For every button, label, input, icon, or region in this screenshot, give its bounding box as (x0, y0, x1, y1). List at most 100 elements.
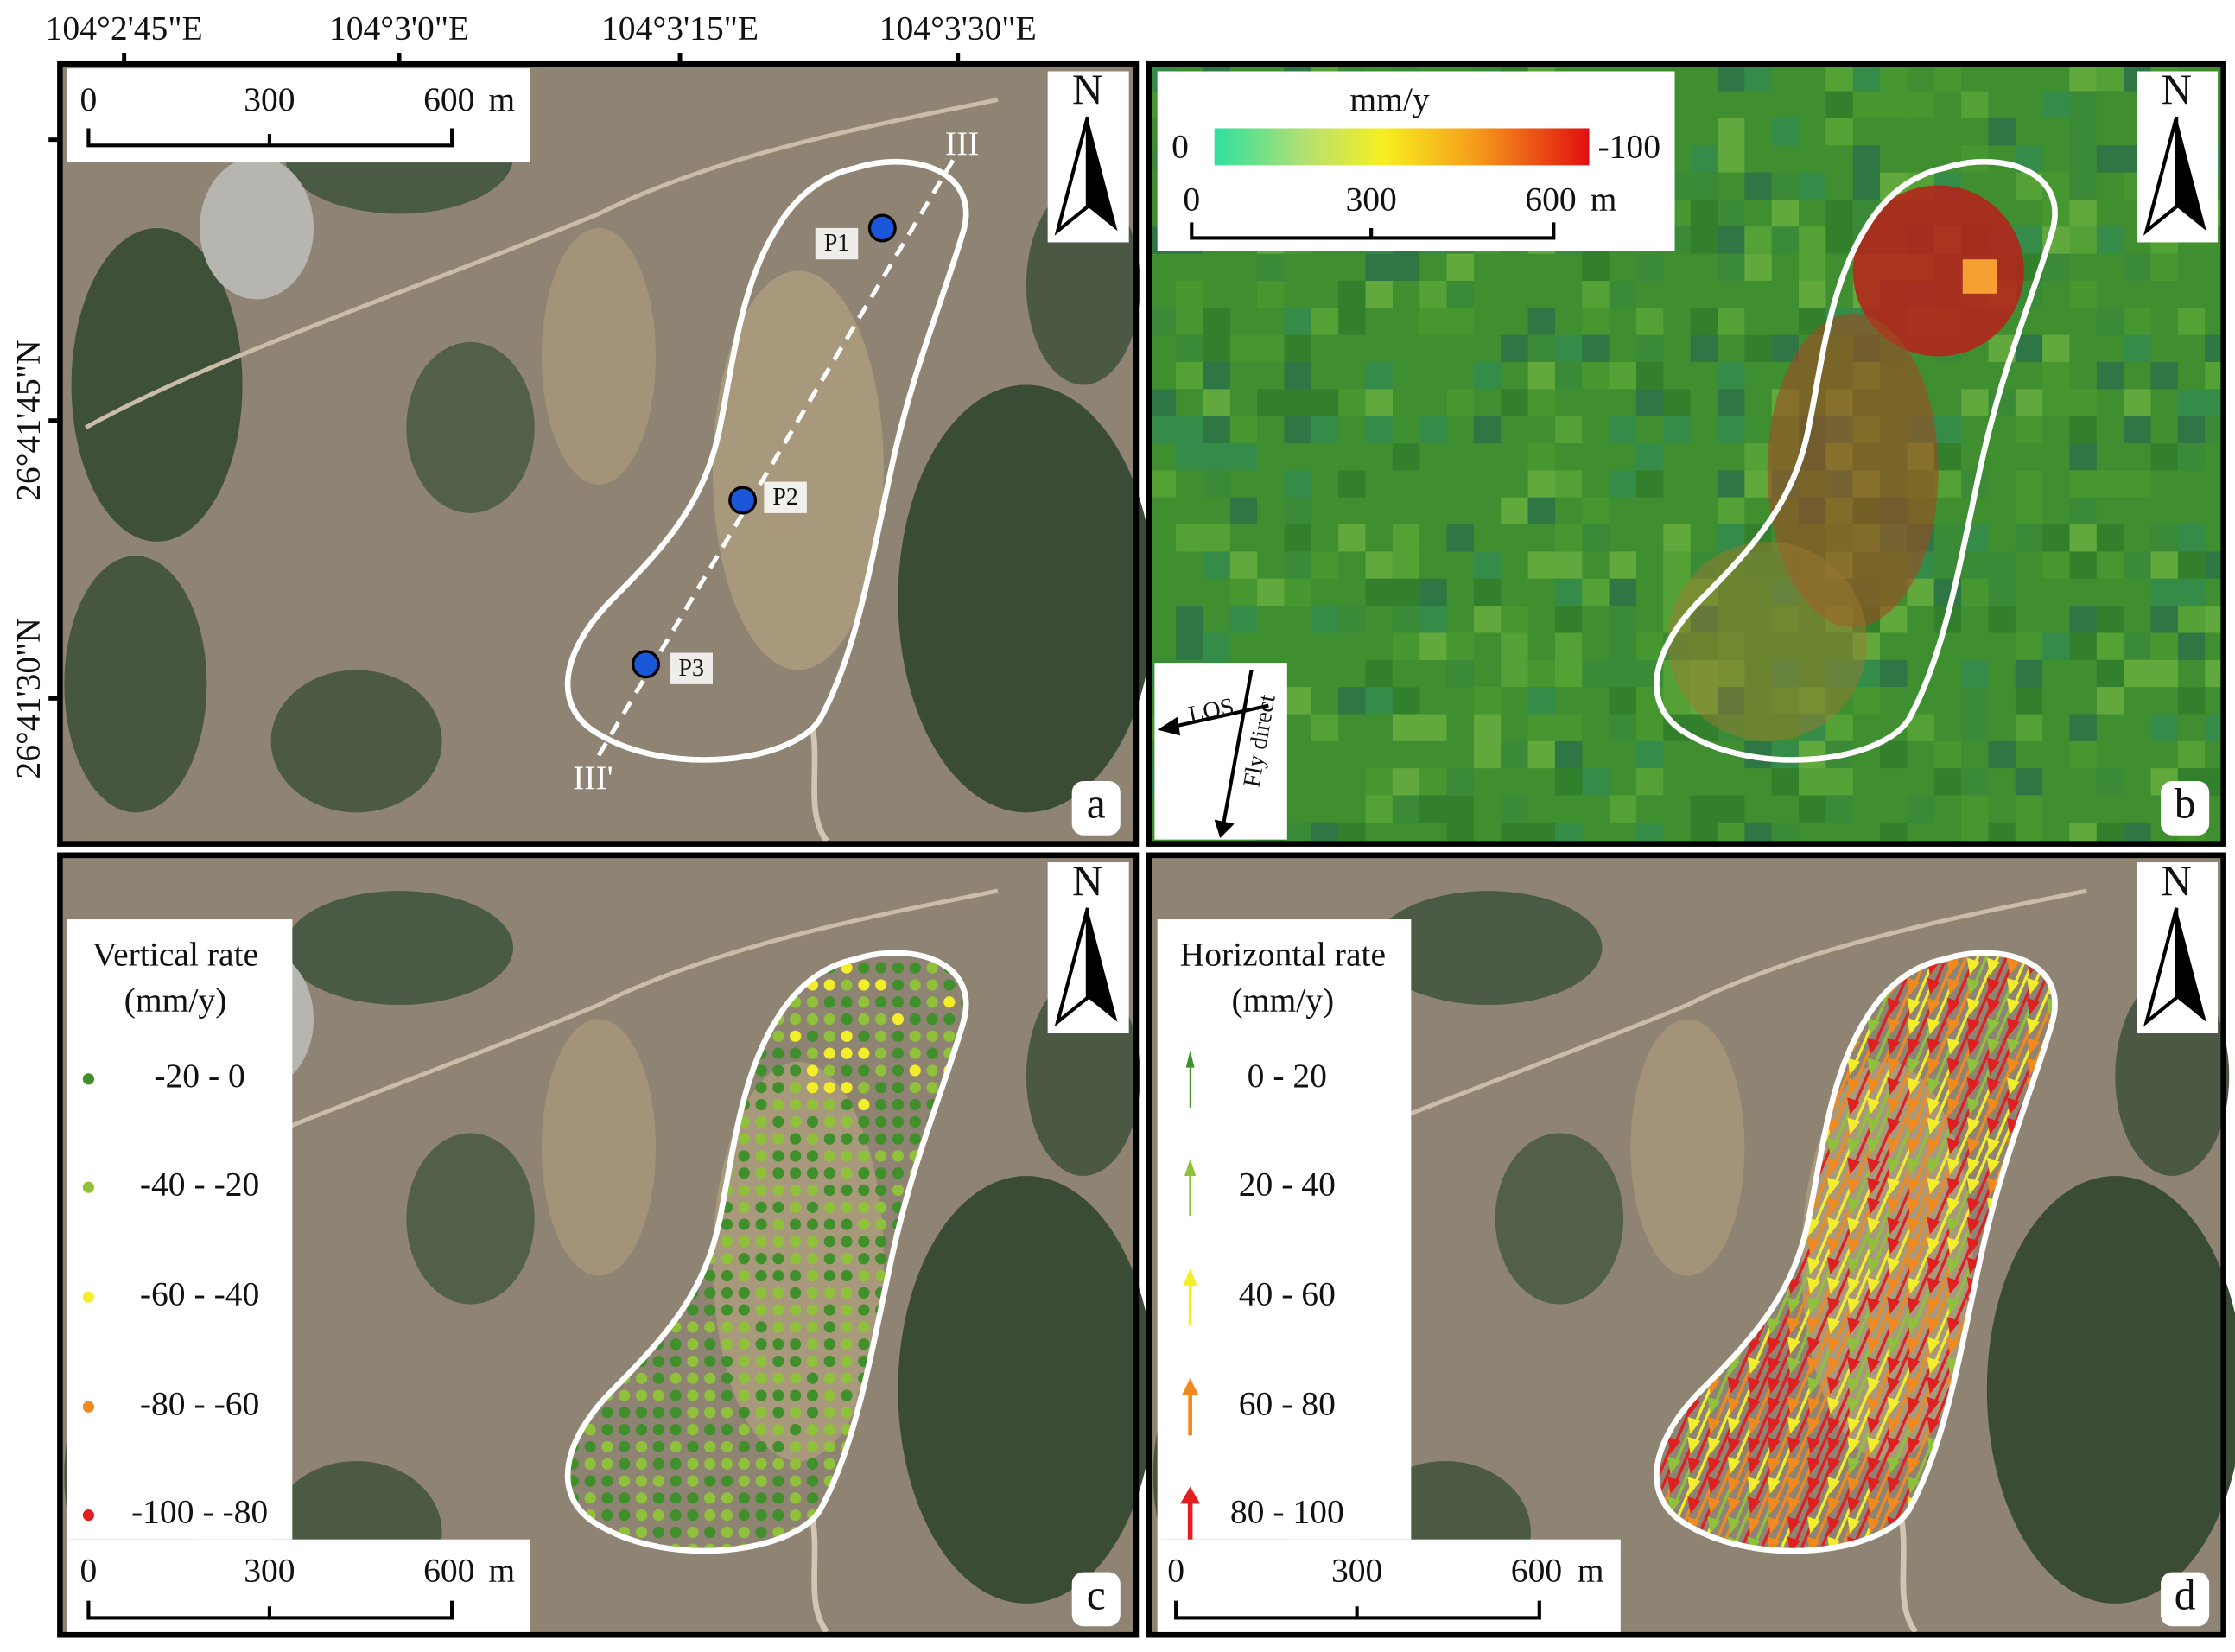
rate-arrow-head (1767, 1496, 1781, 1514)
texture-pixel (1284, 389, 1311, 416)
rate-dot (926, 1047, 938, 1059)
rate-arrow-head (1727, 1436, 1741, 1454)
rate-dot (772, 1458, 784, 1470)
rate-dot (875, 1184, 887, 1197)
rate-arrow-head (1907, 1197, 1921, 1215)
north-label: N (2161, 66, 2192, 113)
rate-arrow-head (1867, 1396, 1881, 1414)
rate-dot (601, 1424, 613, 1436)
rate-arrow-head (1966, 1177, 1980, 1195)
rate-arrow-head (1847, 1357, 1860, 1375)
rate-arrow-head (1707, 1516, 1721, 1534)
rate-arrow-head (1946, 1197, 1960, 1215)
texture-pixel (1527, 362, 1555, 390)
texture-pixel (1419, 768, 1447, 796)
texture-pixel (2069, 199, 2097, 227)
rate-arrow-head (1847, 1177, 1860, 1195)
texture-pixel (1284, 308, 1311, 335)
rate-dot (806, 1047, 819, 1059)
rate-arrow-head (1747, 1516, 1761, 1534)
texture-pixel (1365, 253, 1393, 281)
texture-pixel (1365, 362, 1393, 390)
texture-pixel (1419, 632, 1447, 660)
texture-pixel (2150, 714, 2178, 741)
rate-dot (755, 1082, 767, 1094)
texture-pixel (2096, 362, 2124, 390)
rate-dot (875, 1150, 887, 1162)
rate-dot (858, 962, 870, 974)
rate-arrow-head (1907, 1436, 1921, 1454)
rate-dot (806, 1492, 819, 1504)
rate-arrow-head (1847, 1236, 1860, 1255)
texture-pixel (2177, 551, 2206, 579)
texture-pixel (2177, 443, 2206, 471)
texture-pixel (1988, 740, 2016, 769)
texture-pixel (2015, 497, 2043, 525)
rate-arrow-head (1847, 1077, 1860, 1095)
rate-dot (823, 1269, 835, 1282)
rate-arrow-head (1806, 1337, 1820, 1355)
texture-pixel (1365, 578, 1393, 607)
rate-dot (721, 1236, 733, 1248)
rate-dot (721, 1526, 733, 1539)
texture-pixel (1825, 226, 1853, 254)
rate-dot (875, 1082, 887, 1094)
rate-dot (790, 1475, 802, 1487)
rate-arrow-head (1827, 1117, 1840, 1135)
texture-pixel (1635, 362, 1664, 390)
rate-dot (755, 1389, 767, 1401)
rate-dot (841, 1098, 853, 1111)
rate-dot (858, 1338, 870, 1350)
rate-dot (721, 1407, 733, 1419)
rate-arrow-head (1806, 1477, 1820, 1494)
texture-pixel (1961, 659, 1989, 688)
rate-dot (755, 1372, 767, 1384)
rate-arrow-head (1907, 1157, 1921, 1175)
rate-arrow-head (1767, 1317, 1781, 1335)
texture-pixel (1718, 470, 1745, 498)
rate-arrow-head (1827, 1157, 1840, 1175)
rate-arrow (1791, 1527, 1812, 1552)
texture-pixel (1473, 714, 1502, 741)
texture-pixel (2150, 524, 2178, 552)
rate-arrow-head (1927, 1416, 1940, 1434)
texture-pixel (1961, 768, 1989, 796)
rate-arrow-head (1887, 1416, 1901, 1434)
rate-dot (806, 1458, 819, 1470)
rate-dot (875, 1115, 887, 1128)
texture-pixel (1554, 416, 1583, 444)
rate-arrow-head (1747, 1477, 1761, 1494)
rate-arrow-head (1946, 1257, 1960, 1274)
rate-arrow-head (1927, 1177, 1940, 1195)
rate-dot (721, 1458, 733, 1470)
rate-arrow-head (1887, 1217, 1901, 1235)
rate-dot (738, 1372, 750, 1384)
rate-dot (790, 1338, 802, 1350)
rate-arrow-head (1767, 1337, 1781, 1355)
texture-pixel (1718, 497, 1745, 525)
rate-arrow-head (1867, 1436, 1881, 1454)
rate-arrow-head (1907, 1177, 1921, 1195)
rate-dot (875, 1236, 887, 1248)
texture-pixel (1501, 822, 1528, 844)
rate-dot (823, 1030, 835, 1042)
texture-pixel (1501, 389, 1528, 416)
texture-pixel (1284, 687, 1311, 715)
rate-dot (755, 1287, 767, 1299)
rate-dot (823, 1372, 835, 1384)
rate-dot (823, 1082, 835, 1094)
legend-symbol (82, 1073, 95, 1085)
texture-pixel (1825, 91, 1853, 118)
texture-pixel (2177, 740, 2206, 769)
texture-pixel (2096, 551, 2124, 579)
rate-dot (755, 1509, 767, 1522)
texture-pixel (1527, 714, 1555, 741)
rate-dot (841, 1321, 853, 1333)
rate-dot (806, 1184, 819, 1197)
north-label: N (1072, 857, 1103, 905)
rate-arrow-head (1806, 1236, 1820, 1255)
rate-dot (652, 1372, 664, 1384)
texture-pixel (1718, 226, 1745, 254)
rate-dot (755, 1526, 767, 1539)
rate-dot (738, 1407, 750, 1419)
